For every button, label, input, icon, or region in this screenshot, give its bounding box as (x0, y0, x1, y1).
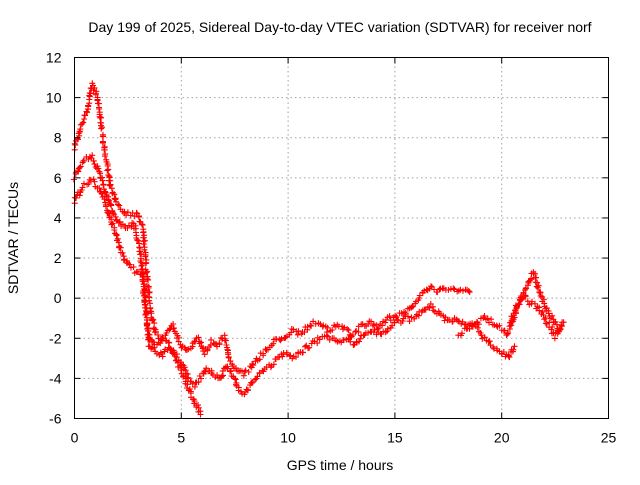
chart-root: 0 5 10 15 20 25 -6 -4 -2 0 2 4 6 8 10 12 Day 199 of 202… (0, 0, 640, 480)
tick-layer: 0 5 10 15 20 25 -6 -4 -2 0 2 4 6 8 10 12 (46, 50, 617, 446)
y-tick-label: 2 (54, 250, 62, 266)
chart-title: Day 199 of 2025, Sidereal Day-to-day VTE… (88, 19, 591, 35)
series-track-d (455, 269, 566, 338)
grid-layer (75, 58, 609, 419)
series-track-e (507, 292, 564, 341)
data-layer (71, 80, 567, 417)
plot-frame (75, 58, 609, 419)
marker-trace-track-e (507, 292, 564, 341)
x-tick-label: 0 (71, 430, 79, 446)
y-tick-label: 0 (54, 290, 62, 306)
y-axis-label: SDTVAR / TECUs (5, 182, 21, 294)
x-tick-label: 25 (601, 430, 617, 446)
x-tick-label: 5 (177, 430, 185, 446)
x-axis-label: GPS time / hours (287, 457, 394, 473)
y-tick-label: 4 (54, 210, 62, 226)
y-tick-label: 10 (46, 90, 62, 106)
y-tick-label: 6 (54, 170, 62, 186)
y-tick-label: -4 (49, 370, 62, 386)
y-tick-label: -2 (49, 330, 62, 346)
y-tick-label: -6 (49, 411, 62, 427)
x-tick-label: 15 (387, 430, 403, 446)
x-tick-label: 10 (280, 430, 296, 446)
sdtvar-chart: 0 5 10 15 20 25 -6 -4 -2 0 2 4 6 8 10 12 Day 199 of 202… (0, 0, 640, 480)
x-tick-label: 20 (494, 430, 510, 446)
y-tick-label: 8 (54, 130, 62, 146)
marker-trace-track-d (455, 269, 566, 338)
y-tick-label: 12 (46, 50, 62, 66)
